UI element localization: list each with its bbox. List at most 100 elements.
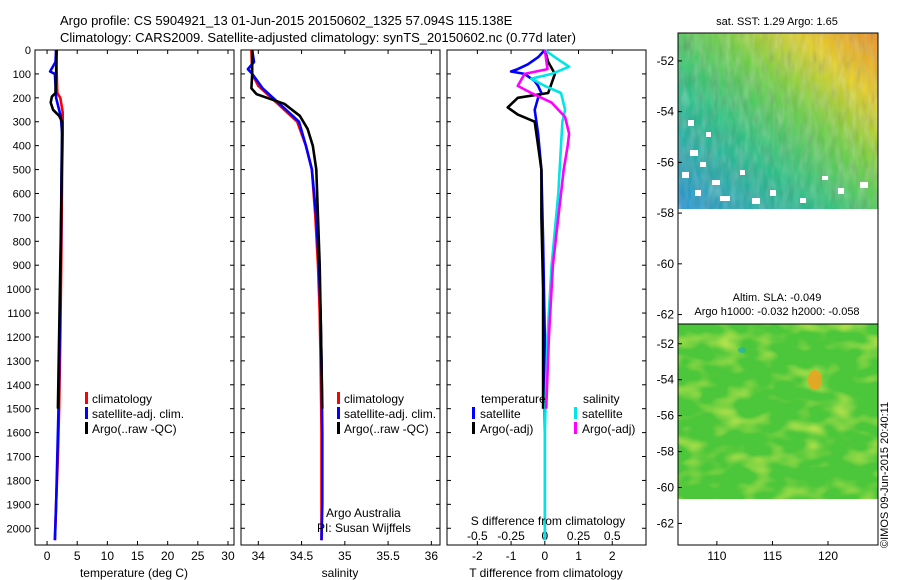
x-tick-label: 1 — [575, 549, 582, 563]
depth-tick-label: 1600 — [7, 428, 31, 440]
s-difference-axis-label: S difference from climatology — [471, 514, 626, 528]
temperature-profile-lines — [35, 49, 234, 541]
x-tick-label: 0 — [541, 549, 548, 563]
lat-tick-label: -62 — [657, 308, 675, 322]
legend-swatch-s-satellite — [574, 407, 577, 419]
difference-panel: -2 -1 0 1 2 -0.5 -0.25 0 0.25 0.5 S difference f… — [446, 48, 647, 580]
s-tick-label: 0.5 — [604, 529, 621, 543]
depth-tick-label: 700 — [13, 212, 31, 224]
depth-tick-label: 300 — [13, 117, 31, 129]
series-line-argo_salinity — [516, 49, 571, 409]
lat-tick-label: -56 — [657, 409, 675, 423]
x-tick-label: -2 — [472, 549, 483, 563]
lat-tick-label: -54 — [657, 105, 675, 119]
x-tick-label: 10 — [101, 549, 115, 563]
temperature-legend: climatology satellite-adj. clim. Argo(..… — [85, 392, 184, 436]
x-tick-label: 35.5 — [376, 549, 400, 563]
header-line-1: Argo profile: CS 5904921_13 01-Jun-2015 … — [60, 13, 513, 28]
legend-label-s-satellite: satellite — [582, 407, 623, 421]
sla-map: Altim. SLA: -0.049 Argo h1000: -0.032 h2… — [657, 292, 879, 563]
sla-longitude-tick-labels: 110 115 120 — [707, 541, 838, 563]
sst-no-data-region — [678, 209, 878, 345]
legend-label-argo: Argo(..raw -QC) — [344, 422, 429, 436]
difference-profile-lines — [447, 48, 646, 541]
argo-credit-line-1: Argo Australia — [326, 506, 401, 520]
salinity-tick-labels: 34 34.5 35 35.5 36 — [252, 50, 439, 563]
depth-tick-label: 100 — [13, 69, 31, 81]
legend-swatch-climatology — [85, 392, 88, 404]
lat-tick-label: -52 — [657, 337, 675, 351]
salinity-panel: 34 34.5 35 35.5 36 salinity climatology sate… — [240, 49, 441, 580]
x-tick-label: 35 — [338, 549, 352, 563]
x-tick-label: 30 — [221, 549, 235, 563]
depth-tick-label: 900 — [13, 260, 31, 272]
difference-legend-salinity: salinity satellite Argo(-adj) — [574, 392, 635, 436]
series-line-argo — [250, 50, 324, 409]
series-line-argo — [49, 49, 64, 409]
sla-high-anomaly — [808, 370, 822, 390]
legend-label-t-argo: Argo(-adj) — [480, 422, 533, 436]
x-tick-label: 36 — [425, 549, 439, 563]
salinity-axis-label: salinity — [322, 566, 359, 580]
temperature-axis-label: temperature (deg C) — [80, 566, 188, 580]
lat-tick-label: -60 — [657, 481, 675, 495]
lat-tick-label: -58 — [657, 445, 675, 459]
x-tick-label: -1 — [506, 549, 517, 563]
legend-label-satellite-adj: satellite-adj. clim. — [92, 407, 184, 421]
lat-tick-label: -62 — [657, 516, 675, 530]
series-line-argo — [506, 49, 557, 409]
sla-latitude-tick-labels: -52 -54 -56 -58 -60 -62 — [657, 337, 682, 530]
t-difference-axis-label: T difference from climatology — [469, 566, 623, 580]
x-tick-label: 2 — [609, 549, 616, 563]
series-line-sat_salinity — [529, 48, 571, 541]
header-line-2: Climatology: CARS2009. Satellite-adjuste… — [60, 30, 576, 45]
lon-tick-label: 110 — [707, 549, 726, 563]
legend-swatch-satellite-adj — [85, 407, 88, 419]
sla-no-data-region — [678, 499, 878, 545]
temperature-panel: 0100200300400500600700800900100011001200… — [7, 45, 235, 580]
sst-map: sat. SST: 1.29 Argo: 1.65 -52 -54 -56 -58 -6… — [657, 16, 879, 363]
legend-swatch-satellite-adj — [337, 407, 340, 419]
temperature-axes-frame — [34, 49, 235, 546]
sst-missing-data-patches — [682, 120, 868, 204]
legend-swatch-s-argo — [574, 422, 577, 434]
depth-tick-label: 200 — [13, 93, 31, 105]
depth-tick-labels: 0 100 200 300 400 500 600 700 800 900 1000 1100 1200… — [7, 45, 31, 535]
depth-tick-label: 500 — [13, 165, 31, 177]
legend-label-climatology: climatology — [344, 392, 404, 406]
depth-tick-label: 1100 — [7, 308, 31, 320]
lat-tick-label: -60 — [657, 257, 675, 271]
x-tick-label: 25 — [191, 549, 205, 563]
sla-low-anomaly — [738, 347, 746, 353]
difference-legend-temperature: temperature satellite Argo(-adj) — [472, 392, 546, 436]
legend-label-s-argo: Argo(-adj) — [582, 422, 635, 436]
legend-title-salinity: salinity — [583, 392, 620, 406]
legend-label-climatology: climatology — [92, 392, 152, 406]
difference-axes-frame — [446, 49, 647, 546]
sst-field-texture — [678, 33, 878, 209]
legend-swatch-t-argo — [472, 422, 475, 434]
temperature-tick-labels: 0 5 10 15 20 25 30 — [44, 50, 235, 563]
x-tick-label: 5 — [74, 549, 81, 563]
lat-tick-label: -52 — [657, 54, 675, 68]
legend-title-temperature: temperature — [481, 392, 546, 406]
legend-swatch-climatology — [337, 392, 340, 404]
s-tick-label: 0.25 — [567, 529, 591, 543]
x-tick-label: 20 — [161, 549, 175, 563]
legend-swatch-t-satellite — [472, 407, 475, 419]
salinity-legend: climatology satellite-adj. clim. Argo(..… — [337, 392, 436, 436]
argo-credit-line-2: PI: Susan Wijffels — [317, 521, 411, 535]
depth-tick-label: 1000 — [7, 284, 31, 296]
legend-swatch-argo — [337, 422, 340, 434]
depth-tick-label: 1700 — [7, 452, 31, 464]
depth-tick-label: 600 — [13, 188, 31, 200]
legend-swatch-argo — [85, 422, 88, 434]
lat-tick-label: -58 — [657, 206, 675, 220]
sst-map-title: sat. SST: 1.29 Argo: 1.65 — [716, 16, 838, 28]
depth-tick-label: 800 — [13, 236, 31, 248]
sla-axes-frame — [677, 323, 879, 546]
lon-tick-label: 120 — [818, 549, 838, 563]
depth-tick-label: 2000 — [7, 523, 31, 535]
lat-tick-label: -54 — [657, 373, 675, 387]
sla-field-texture — [678, 324, 878, 499]
